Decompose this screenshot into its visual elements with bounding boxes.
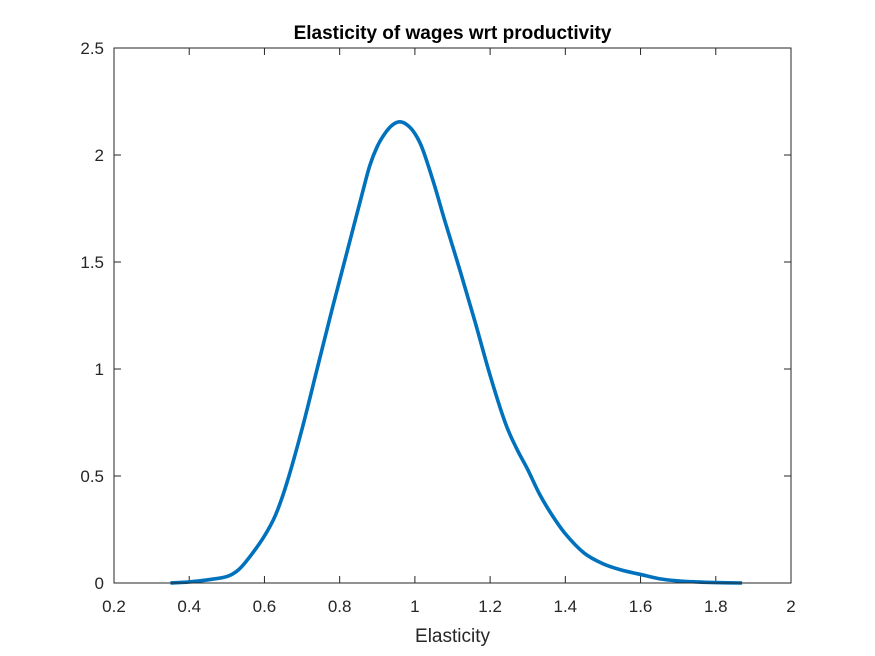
density-line: [170, 120, 743, 585]
x-tick-label: 0.6: [253, 597, 277, 616]
y-tick-label: 1: [95, 360, 104, 379]
x-tick-label: 1.8: [704, 597, 728, 616]
x-tick-label: 1.2: [478, 597, 502, 616]
y-tick-label: 0.5: [80, 467, 104, 486]
x-axis-title: Elasticity: [415, 626, 490, 647]
chart-title: Elasticity of wages wrt productivity: [294, 23, 612, 44]
x-tick-label: 0.2: [102, 597, 126, 616]
y-tick-label: 1.5: [80, 253, 104, 272]
x-tick-label: 2: [786, 597, 795, 616]
x-tick-label: 1.6: [629, 597, 653, 616]
ticks-layer: 0.2 0.4 0.6 0.8 1 1.2 1.4 1.6 1.8 2 0 0.5 1 1.5 2 2.5: [80, 39, 795, 616]
series-layer: [170, 120, 743, 585]
plot-area: [114, 48, 791, 583]
x-tick-label: 1.4: [554, 597, 578, 616]
x-tick-label: 1: [410, 597, 419, 616]
x-tick-label: 0.8: [328, 597, 352, 616]
y-tick-label: 0: [95, 574, 104, 593]
y-tick-label: 2: [95, 146, 104, 165]
axes-box: [113, 47, 792, 584]
y-tick-label: 2.5: [80, 39, 104, 58]
x-tick-label: 0.4: [177, 597, 201, 616]
